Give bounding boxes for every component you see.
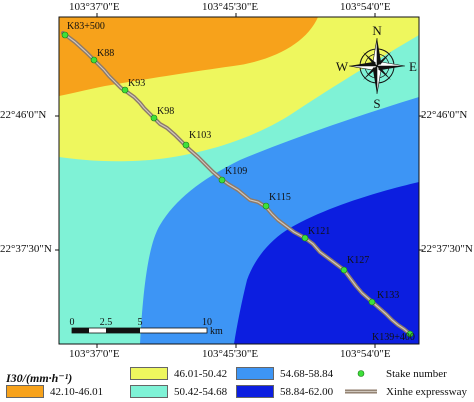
legend-label: 46.01-50.42: [174, 367, 228, 380]
lon-label-top: 103°45'30"E: [202, 1, 259, 13]
road-line-icon: [345, 389, 377, 394]
lat-label-right: 22°37'30"N: [421, 243, 473, 255]
scale-bar: 0 2.5 5 10 km: [70, 317, 224, 337]
legend-item: 42.10-46.01: [6, 385, 103, 398]
scale-tick-10: 10: [202, 317, 212, 328]
stake-label: K109: [225, 166, 247, 177]
legend-item-road: Xinhe expressway: [342, 385, 467, 398]
stake-label: K88: [97, 48, 114, 59]
stake-marker-k83: [61, 31, 69, 39]
legend-title: I30/(mm·h⁻¹): [6, 371, 73, 385]
scale-tick-2-5: 2.5: [100, 317, 113, 328]
map-frame: K83+500 K88 K93 K98 K103 K109 K115 K121 …: [59, 17, 419, 344]
compass-north: N: [372, 23, 382, 38]
stake-label: K103: [189, 130, 211, 141]
stake-label: K83+500: [67, 21, 105, 32]
stake-marker-k115: [262, 202, 270, 210]
legend-item: 54.68-58.84: [236, 367, 333, 380]
compass-south: S: [373, 96, 380, 111]
legend-label: 42.10-46.01: [50, 385, 104, 398]
lat-label-left: 22°37'30"N: [0, 243, 52, 255]
stake-marker-k109: [218, 176, 226, 184]
legend-item: 46.01-50.42: [130, 367, 227, 380]
legend-swatch: [130, 367, 168, 380]
legend-item-stake: Stake number: [342, 367, 447, 380]
lon-label-bottom: 103°45'30"E: [202, 348, 259, 360]
stake-label: K127: [347, 255, 369, 266]
legend-swatch: [6, 385, 44, 398]
stake-marker-k88: [90, 56, 98, 64]
stake-label: K98: [157, 106, 174, 117]
stake-marker-k103: [182, 141, 190, 149]
lat-label-left: 22°46'0"N: [0, 109, 47, 121]
stake-marker-k98: [150, 114, 158, 122]
stake-marker-k93: [121, 86, 129, 94]
stake-label: K93: [128, 78, 145, 89]
lon-label-bottom: 103°54'0"E: [340, 348, 391, 360]
legend-swatch: [236, 367, 274, 380]
scale-tick-0: 0: [70, 317, 75, 328]
legend-item: 50.42-54.68: [130, 385, 227, 398]
legend-label: Xinhe expressway: [386, 385, 467, 398]
legend-label: 54.68-58.84: [280, 367, 334, 380]
scale-unit: km: [210, 326, 223, 337]
legend-label: Stake number: [386, 367, 447, 380]
compass-east: E: [409, 59, 417, 74]
legend-swatch: [130, 385, 168, 398]
legend-item: 58.84-62.00: [236, 385, 333, 398]
legend-label: 58.84-62.00: [280, 385, 334, 398]
compass-west: W: [336, 59, 349, 74]
lat-label-right: 22°46'0"N: [421, 109, 468, 121]
stake-marker-k133: [368, 298, 376, 306]
lon-label-top: 103°54'0"E: [340, 1, 391, 13]
stake-label: K133: [377, 290, 399, 301]
stake-marker-k139: [406, 330, 414, 338]
stake-label: K121: [308, 226, 330, 237]
lon-label-top: 103°37'0"E: [69, 1, 120, 13]
stake-label: K115: [269, 192, 291, 203]
green-dot-icon: [357, 370, 365, 377]
scale-tick-5: 5: [138, 317, 143, 328]
lon-label-bottom: 103°37'0"E: [69, 348, 120, 360]
zone-42-46: [59, 17, 318, 96]
compass-rose: N S E W: [336, 23, 417, 111]
legend-swatch: [236, 385, 274, 398]
stake-marker-k121: [301, 234, 309, 242]
legend-label: 50.42-54.68: [174, 385, 228, 398]
stake-label: K139+400: [372, 332, 415, 343]
stake-marker-k127: [340, 266, 348, 274]
